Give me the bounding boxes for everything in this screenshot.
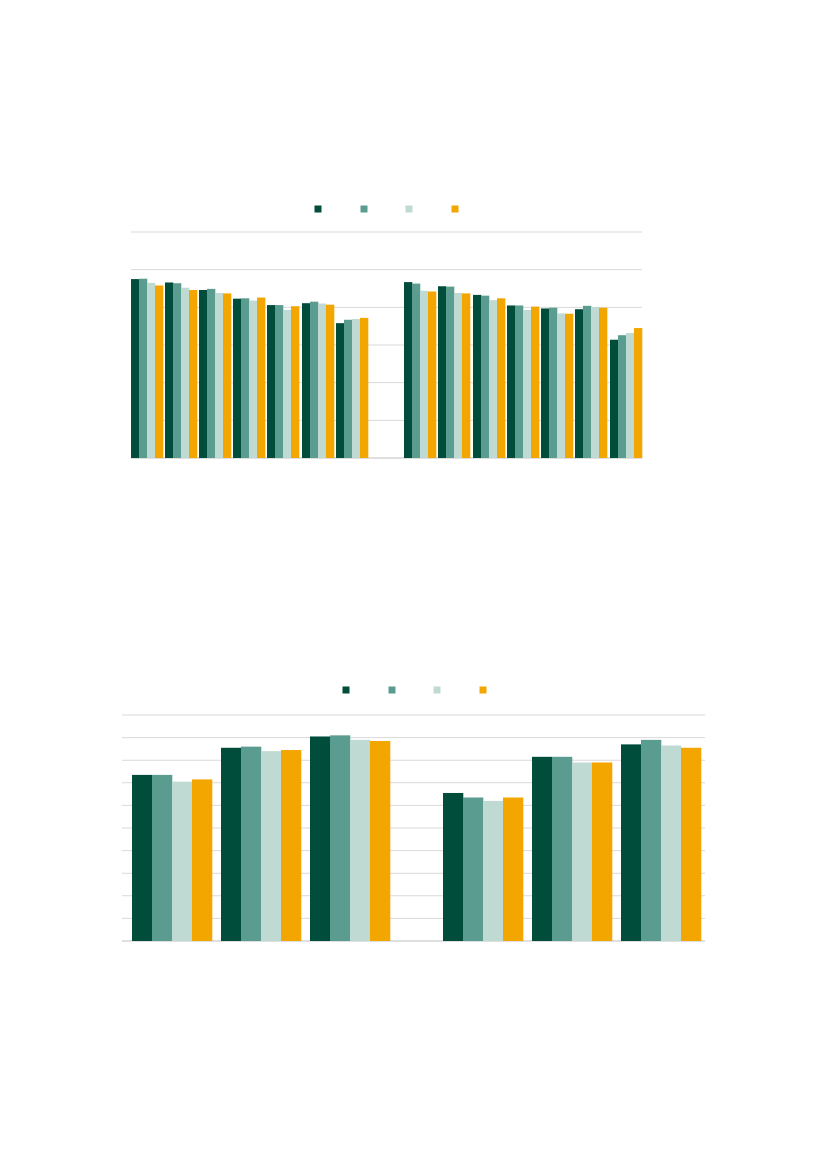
chart2-bar (592, 762, 613, 941)
chart1-bar (233, 298, 242, 458)
chart1-bar (318, 303, 327, 458)
chart1-bar (131, 279, 140, 458)
chart1-bar (557, 313, 566, 458)
chart1-bar (404, 282, 413, 458)
chart2-legend-swatch-1 (342, 686, 350, 694)
chart2-bar (532, 756, 553, 941)
chart1-bar (575, 309, 584, 458)
chart2-bar (641, 739, 662, 941)
chart1-bar (155, 285, 164, 458)
chart2-bar (310, 736, 331, 941)
chart1-bar (291, 306, 300, 458)
chart2-bar (552, 756, 573, 941)
chart1-bar (541, 308, 550, 458)
chart2-bar (483, 800, 504, 941)
chart2-bar (330, 735, 351, 941)
chart2-bar (370, 740, 391, 941)
chart2-bar (281, 750, 302, 941)
chart1-bar (165, 282, 174, 458)
chart1-bar (326, 304, 335, 458)
chart1-bar (438, 286, 447, 458)
chart2-bar (132, 774, 153, 941)
chart1-bar (565, 313, 574, 458)
chart1-bar (139, 278, 148, 458)
chart1-bar (446, 286, 455, 458)
chart1-bar (275, 305, 284, 458)
chart1-bar (241, 298, 250, 458)
chart2-bar (443, 792, 464, 941)
chart2-bar (221, 747, 242, 941)
chart1-bar (283, 309, 292, 458)
chart1-bar (489, 300, 498, 458)
chart1-bar (189, 290, 198, 458)
chart1-bar (626, 332, 635, 458)
chart2-legend-swatch-3 (433, 686, 441, 694)
chart1-bar (599, 307, 608, 458)
chart2-bar (572, 762, 593, 941)
chart2-legend-swatch-4 (479, 686, 487, 694)
chart2-bar (661, 745, 682, 941)
chart1-bar (360, 317, 369, 458)
chart1-bar (147, 282, 156, 458)
chart1-bar (199, 290, 208, 458)
chart1-bar (181, 287, 190, 458)
chart1-bar (207, 288, 216, 458)
chart1-bar (428, 291, 437, 458)
chart1-bar (454, 293, 463, 458)
chart1-bar (257, 297, 266, 458)
chart1-bar (591, 306, 600, 458)
chart1-bar (215, 293, 224, 458)
chart1-bar (473, 294, 482, 458)
chart2-bar (681, 747, 702, 941)
chart1-bar (302, 303, 311, 458)
chart1-bar (497, 298, 506, 458)
chart1-bar (507, 305, 516, 458)
chart1-bar (249, 300, 258, 458)
chart1-bar (515, 305, 524, 458)
chart1-bar (610, 339, 619, 458)
chart1-bar (344, 319, 353, 458)
chart2-bar (463, 797, 484, 941)
chart1-bar (223, 293, 232, 458)
chart1-bar (618, 335, 627, 458)
chart1-legend-swatch-3 (405, 205, 413, 213)
chart2-bar (152, 774, 173, 941)
chart1-bar (173, 283, 182, 458)
chart2-bar (621, 744, 642, 941)
chart1-legend-swatch-2 (360, 205, 368, 213)
chart1-bar (549, 307, 558, 458)
chart1-bar (531, 306, 540, 458)
chart2-bar (350, 739, 371, 941)
chart1-legend-swatch-1 (314, 205, 322, 213)
chart1-bar (634, 328, 643, 458)
chart2-legend-swatch-2 (388, 686, 396, 694)
chart2-bar (192, 779, 213, 941)
chart1-bar (310, 301, 319, 458)
chart1-bar (412, 283, 421, 458)
chart2-bar (172, 781, 193, 941)
chart1-legend-swatch-4 (451, 205, 459, 213)
chart1-bar (267, 305, 276, 458)
chart1-bar (462, 293, 471, 458)
chart1-bar (481, 295, 490, 458)
chart2-bar (261, 751, 282, 941)
chart1-bar (583, 305, 592, 458)
chart1-bar (523, 309, 532, 458)
chart1-bar (336, 323, 345, 458)
chart2-bar (503, 797, 524, 941)
chart2-bar (241, 746, 262, 941)
chart1-bar (352, 319, 361, 458)
chart1-bar (420, 290, 429, 458)
